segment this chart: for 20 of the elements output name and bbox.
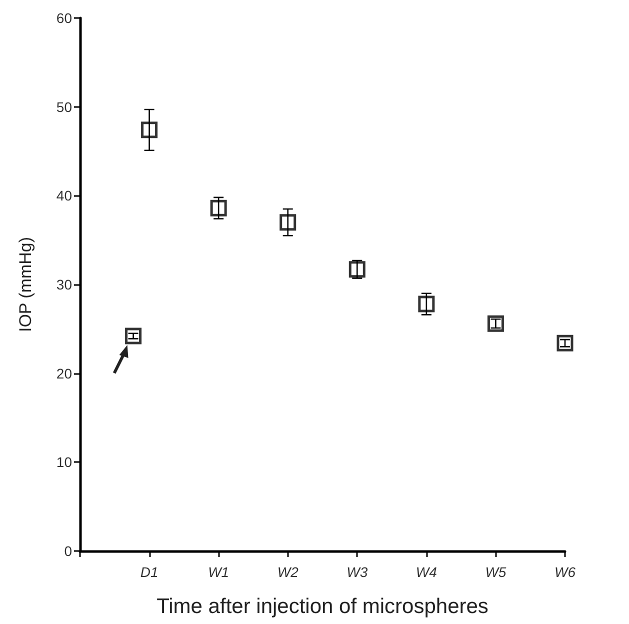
y-tick-label: 50 bbox=[56, 98, 72, 115]
y-tick-label: 10 bbox=[56, 454, 72, 470]
y-tick-label: 0 bbox=[64, 543, 72, 559]
x-tick-label: W1 bbox=[208, 564, 230, 580]
y-tick-label: 20 bbox=[56, 365, 72, 382]
y-tick-label: 40 bbox=[56, 188, 72, 204]
x-tick-label: D1 bbox=[140, 564, 158, 580]
x-tick-label: W4 bbox=[416, 564, 438, 580]
x-tick-label: W3 bbox=[346, 564, 368, 580]
point bbox=[210, 200, 227, 216]
x-tick-label: W2 bbox=[277, 564, 299, 580]
x-axis-title: Time after injection of microspheres bbox=[156, 595, 488, 618]
y-axis-title: IOP (mmHg) bbox=[16, 236, 35, 332]
point bbox=[487, 315, 504, 332]
x-tick-label: W6 bbox=[554, 564, 576, 580]
y-tick-label: 60 bbox=[56, 10, 72, 26]
y-tick-label: 30 bbox=[56, 276, 72, 292]
point bbox=[556, 334, 574, 352]
point bbox=[418, 296, 435, 312]
x-tick-label: W5 bbox=[485, 564, 506, 580]
